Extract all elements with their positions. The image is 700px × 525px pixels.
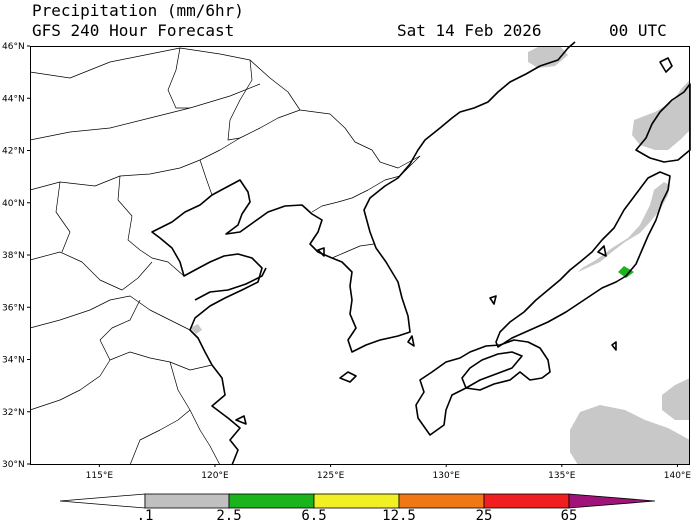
borders (29, 47, 421, 466)
lat-tick-label: 38°N (2, 251, 25, 261)
lon-tick-label: 115°E (86, 471, 114, 481)
valid-time: 00 UTC (609, 21, 667, 40)
lat-tick-label: 44°N (2, 94, 25, 104)
island-izu (611, 341, 617, 351)
colorbar-label: 12.5 (382, 508, 416, 524)
precip-area-southeast (570, 405, 690, 465)
island-sado (597, 245, 607, 257)
lat-tick-label: 30°N (2, 460, 25, 470)
lon-tick-label: 140°E (664, 471, 692, 481)
colorbar-label: .1 (136, 508, 154, 524)
colorbar-label: 65 (560, 508, 578, 524)
lat-tick-label: 46°N (2, 42, 25, 52)
lat-tick-label: 36°N (2, 303, 25, 313)
border-province-8 (169, 361, 221, 466)
border-province-10 (129, 409, 191, 466)
border-korea-china (311, 155, 421, 213)
precip-area-hokkaido (632, 80, 690, 150)
island-tsushima (407, 335, 415, 347)
valid-date: Sat 14 Feb 2026 (397, 21, 542, 40)
lat-tick-label: 42°N (2, 147, 25, 157)
precipitation-areas (190, 46, 690, 465)
colorbar-bin (483, 493, 570, 509)
coastline-mainland (151, 41, 576, 466)
border-dmz (331, 243, 375, 259)
lon-tick-label: 130°E (433, 471, 461, 481)
lat-tick-label: 32°N (2, 408, 25, 418)
colorbar-high-triangle (568, 493, 656, 509)
coastlines (151, 41, 691, 466)
lat-tick-label: 34°N (2, 356, 25, 366)
colorbar-low-triangle (59, 493, 146, 509)
precip-area-yellow-sea (190, 324, 202, 334)
island-ganghwa (317, 247, 325, 257)
forecast-subtitle: GFS 240 Hour Forecast (32, 21, 235, 40)
border-province-5 (29, 295, 191, 331)
border-province-11 (199, 159, 213, 196)
colorbar (59, 493, 656, 509)
border-province-13 (167, 47, 190, 109)
colorbar-bin (398, 493, 485, 509)
latitude-ticks: 30°N 32°N 34°N 36°N 38°N 40°N 42°N 44°N 46°N (2, 42, 30, 470)
lat-tick-label: 40°N (2, 199, 25, 209)
coastline-japan (415, 339, 551, 436)
map-frame (30, 46, 690, 465)
lon-tick-label: 135°E (548, 471, 576, 481)
precip-area-sakhalin (528, 46, 568, 68)
colorbar-bin (313, 493, 400, 509)
longitude-ticks: 115°E 120°E 125°E 130°E 135°E 140°E (86, 464, 692, 481)
border-province-3 (117, 175, 185, 277)
coastline-honshu (495, 171, 671, 348)
coastline-hokkaido (635, 83, 691, 163)
coastline-shikoku (461, 351, 523, 389)
border-province-2 (29, 83, 261, 141)
map-title: Precipitation (mm/6hr) (32, 1, 244, 20)
border-province-4 (29, 251, 153, 291)
precip-area-honshu (578, 182, 670, 272)
island-zhoushan (235, 415, 247, 425)
precip-area-east-coast (662, 378, 690, 420)
coastline-shandong (194, 267, 267, 301)
colorbar-label: 2.5 (216, 508, 242, 524)
precip-area-green (618, 266, 634, 278)
colorbar-label: 6.5 (301, 508, 327, 524)
lon-tick-label: 120°E (201, 471, 229, 481)
island-oki (489, 295, 497, 305)
colorbar-bin (144, 493, 230, 509)
border-province-9 (55, 181, 71, 253)
lon-tick-label: 125°E (317, 471, 345, 481)
border-province-6 (29, 351, 213, 411)
border-china-north (29, 47, 421, 169)
coastline-sakhalin (659, 57, 673, 73)
border-province-7 (99, 299, 141, 361)
border-province-12 (227, 59, 253, 141)
colorbar-label: 25 (475, 508, 493, 524)
border-province-1 (29, 109, 301, 191)
colorbar-bin (228, 493, 315, 509)
island-jeju (339, 371, 357, 383)
